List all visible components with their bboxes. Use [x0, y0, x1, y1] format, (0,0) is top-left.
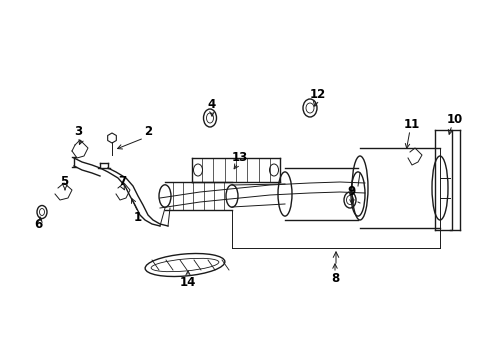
Text: 9: 9: [347, 185, 355, 198]
Text: 3: 3: [74, 126, 82, 139]
Text: 7: 7: [118, 175, 126, 189]
Text: 8: 8: [330, 271, 339, 284]
Text: 11: 11: [403, 118, 419, 131]
Text: 5: 5: [60, 175, 68, 189]
Text: 10: 10: [446, 113, 462, 126]
Text: 14: 14: [180, 275, 196, 288]
Text: 1: 1: [134, 211, 142, 225]
Text: 4: 4: [207, 99, 216, 112]
Text: 13: 13: [231, 152, 247, 165]
Text: 6: 6: [34, 219, 42, 231]
Text: 2: 2: [143, 126, 152, 139]
Text: 12: 12: [309, 89, 325, 102]
